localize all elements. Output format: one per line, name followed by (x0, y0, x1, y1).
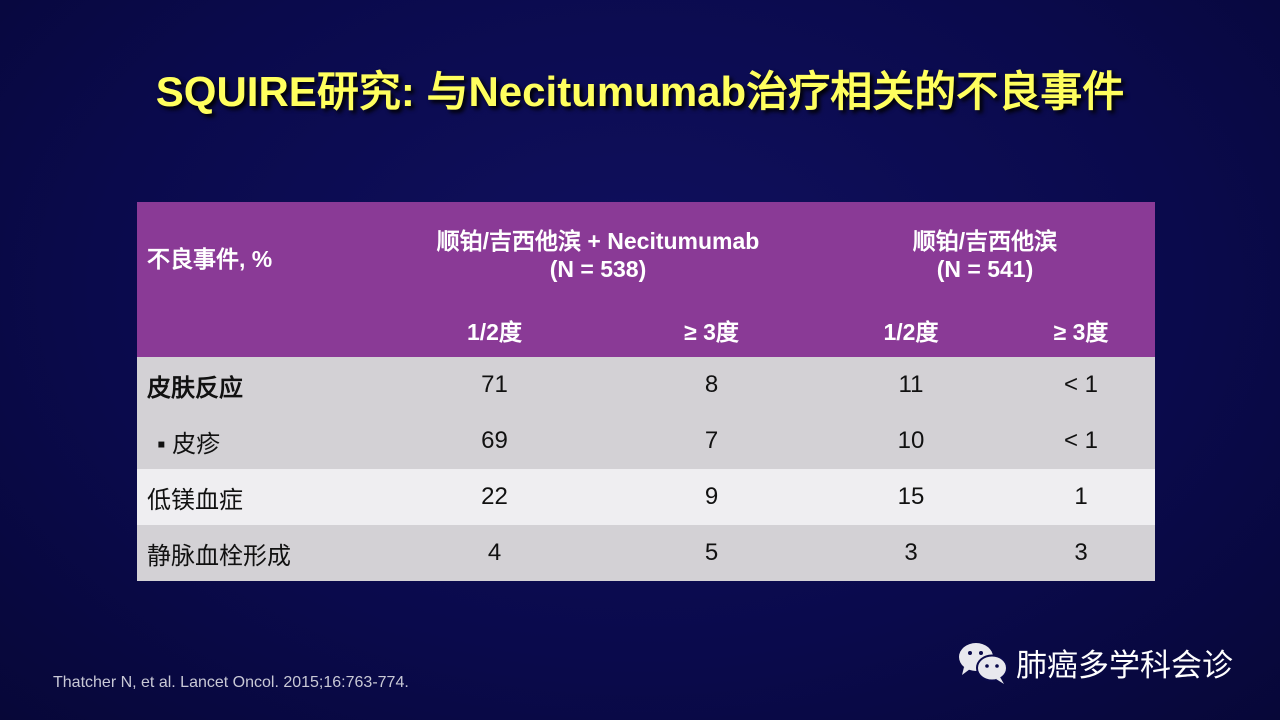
cell: 22 (381, 469, 608, 525)
table-row: 静脉血栓形成 4 5 3 3 (137, 525, 1155, 581)
row-label: 低镁血症 (137, 469, 381, 525)
cell: 9 (608, 469, 815, 525)
group-header-2: 顺铂/吉西他滨 (N = 541) (815, 202, 1155, 303)
cell: < 1 (1007, 413, 1155, 469)
cell: < 1 (1007, 357, 1155, 413)
subheader: ≥ 3度 (1007, 303, 1155, 357)
cell: 10 (815, 413, 1007, 469)
cell: 4 (381, 525, 608, 581)
table-row: 低镁血症 22 9 15 1 (137, 469, 1155, 525)
corner-header: 不良事件, % (137, 202, 381, 357)
cell: 3 (1007, 525, 1155, 581)
table-row: ▪ 皮疹 69 7 10 < 1 (137, 413, 1155, 469)
table-row: 皮肤反应 71 8 11 < 1 (137, 357, 1155, 413)
slide-title: SQUIRE研究: 与Necitumumab治疗相关的不良事件 (155, 68, 1125, 115)
subheader: ≥ 3度 (608, 303, 815, 357)
row-label: ▪ 皮疹 (137, 413, 381, 469)
row-label: 皮肤反应 (137, 357, 381, 413)
cell: 7 (608, 413, 815, 469)
cell: 71 (381, 357, 608, 413)
cell: 3 (815, 525, 1007, 581)
cell: 8 (608, 357, 815, 413)
wechat-icon (959, 642, 1008, 684)
citation: Thatcher N, et al. Lancet Oncol. 2015;16… (53, 674, 409, 691)
cell: 11 (815, 357, 1007, 413)
cell: 1 (1007, 469, 1155, 525)
cell: 5 (608, 525, 815, 581)
adverse-events-table: 不良事件, % 顺铂/吉西他滨 + Necitumumab (N = 538) 顺… (137, 202, 1155, 581)
watermark-text: 肺癌多学科会诊 (1016, 648, 1233, 683)
subheader: 1/2度 (381, 303, 608, 357)
group-header-1: 顺铂/吉西他滨 + Necitumumab (N = 538) (381, 202, 815, 303)
cell: 69 (381, 413, 608, 469)
watermark: 肺癌多学科会诊 (956, 640, 1233, 685)
row-label: 静脉血栓形成 (137, 525, 381, 581)
cell: 15 (815, 469, 1007, 525)
subheader: 1/2度 (815, 303, 1007, 357)
